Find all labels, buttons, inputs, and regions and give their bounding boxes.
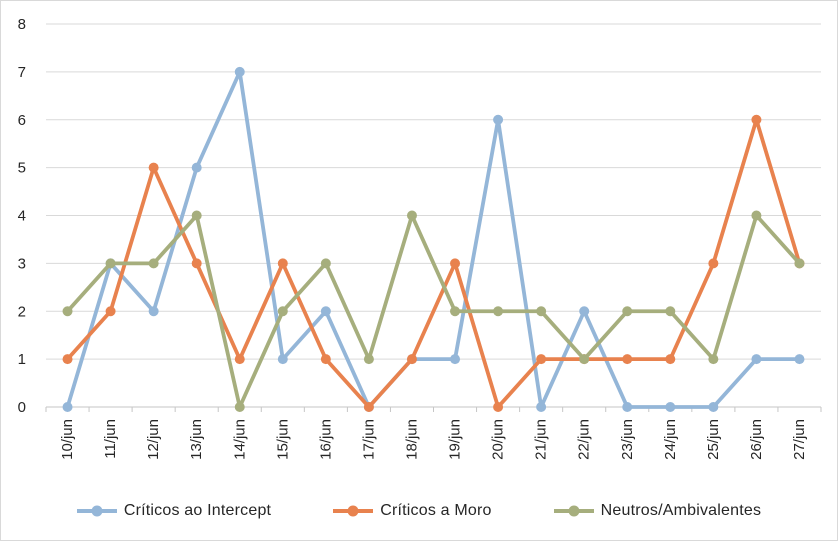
- y-tick-label: 0: [18, 399, 26, 416]
- series-point: [320, 354, 331, 365]
- series-point: [234, 66, 245, 77]
- series-point: [751, 114, 762, 125]
- series-point: [493, 402, 504, 412]
- series-point: [62, 306, 73, 317]
- series-point: [191, 162, 202, 173]
- series-point: [62, 354, 73, 365]
- series-point: [277, 306, 288, 317]
- series-point: [450, 306, 461, 317]
- legend-marker-line-dot-icon: [553, 505, 594, 517]
- series-point: [277, 258, 288, 269]
- x-tick-label: 22/jun: [576, 419, 593, 460]
- x-tick-label: 14/jun: [231, 419, 248, 460]
- series-point: [622, 306, 633, 317]
- x-tick-label: 26/jun: [748, 419, 765, 460]
- series-line-0: [65, 69, 802, 409]
- series-point: [234, 354, 245, 365]
- series-point: [665, 306, 676, 317]
- series-point: [665, 354, 676, 365]
- x-tick-label: 16/jun: [317, 419, 334, 460]
- series-point: [148, 306, 159, 317]
- series-point: [536, 354, 547, 365]
- series-point: [450, 354, 461, 365]
- series-point: [148, 258, 159, 269]
- y-tick-label: 2: [18, 303, 26, 320]
- series-point: [579, 306, 590, 317]
- series-point: [794, 354, 805, 365]
- x-tick-label: 13/jun: [188, 419, 205, 460]
- series-point: [191, 258, 202, 269]
- y-tick-label: 3: [18, 255, 26, 272]
- series-point: [794, 258, 805, 269]
- legend-item-criticos-a-moro: Críticos a Moro: [333, 502, 491, 520]
- legend-label: Críticos ao Intercept: [123, 502, 272, 519]
- series-line-2: [65, 213, 802, 409]
- series-point: [105, 258, 116, 269]
- legend-marker-line-dot-icon: [76, 505, 117, 517]
- y-tick-label: 8: [18, 16, 26, 33]
- series-point: [493, 306, 504, 317]
- x-tick-label: 15/jun: [274, 419, 291, 460]
- x-tick-label: 23/jun: [619, 419, 636, 460]
- series-point: [234, 402, 245, 412]
- x-tick-label: 19/jun: [447, 419, 464, 460]
- plot-area: 0 1 2 3 4 5 6 7 8 10/jun 11/jun 12/jun 13/jun 14/jun 1…: [18, 16, 822, 460]
- series-point: [320, 258, 331, 269]
- series-line-1: [65, 117, 802, 409]
- legend-item-criticos-ao-intercept: Críticos ao Intercept: [76, 502, 272, 520]
- y-tick-label: 5: [18, 160, 26, 177]
- y-tick-label: 1: [18, 351, 26, 368]
- series-point: [579, 354, 590, 365]
- x-tick-label: 27/jun: [791, 419, 808, 460]
- series-point: [363, 354, 374, 365]
- x-tick-label: 24/jun: [662, 419, 679, 460]
- x-tick-label: 20/jun: [490, 419, 507, 460]
- series-point: [406, 354, 417, 365]
- series-point: [622, 354, 633, 365]
- series-point: [406, 210, 417, 221]
- series-point: [148, 162, 159, 173]
- series-point: [536, 402, 547, 412]
- series-point: [363, 402, 374, 412]
- legend-item-neutros-ambivalentes: Neutros/Ambivalentes: [553, 502, 762, 520]
- x-tick-label: 21/jun: [533, 419, 550, 460]
- series-point: [751, 210, 762, 221]
- series-point: [751, 354, 762, 365]
- legend-marker-line-dot-icon: [333, 505, 374, 517]
- legend-label: Críticos a Moro: [380, 502, 492, 519]
- series-point: [708, 258, 719, 269]
- series-point: [665, 402, 676, 412]
- y-tick-label: 4: [18, 208, 26, 225]
- series-point: [622, 402, 633, 412]
- y-tick-label: 7: [18, 64, 26, 81]
- x-tick-label: 10/jun: [59, 419, 76, 460]
- series-point: [277, 354, 288, 365]
- x-tick-label: 11/jun: [102, 419, 119, 459]
- series-point: [536, 306, 547, 317]
- chart-legend: Críticos ao Intercept Críticos a Moro Ne…: [1, 493, 837, 529]
- x-tick-label: 18/jun: [403, 419, 420, 460]
- series-point: [493, 114, 504, 125]
- series-point: [191, 210, 202, 221]
- y-tick-label: 6: [18, 112, 26, 129]
- series-point: [105, 306, 116, 317]
- series-point: [450, 258, 461, 269]
- x-tick-label: 25/jun: [705, 419, 722, 460]
- x-tick-label: 12/jun: [145, 419, 162, 460]
- series-point: [62, 402, 73, 412]
- series-point: [320, 306, 331, 317]
- x-tick-label: 17/jun: [360, 419, 377, 460]
- legend-label: Neutros/Ambivalentes: [600, 502, 762, 519]
- series-point: [708, 354, 719, 365]
- series-point: [708, 402, 719, 412]
